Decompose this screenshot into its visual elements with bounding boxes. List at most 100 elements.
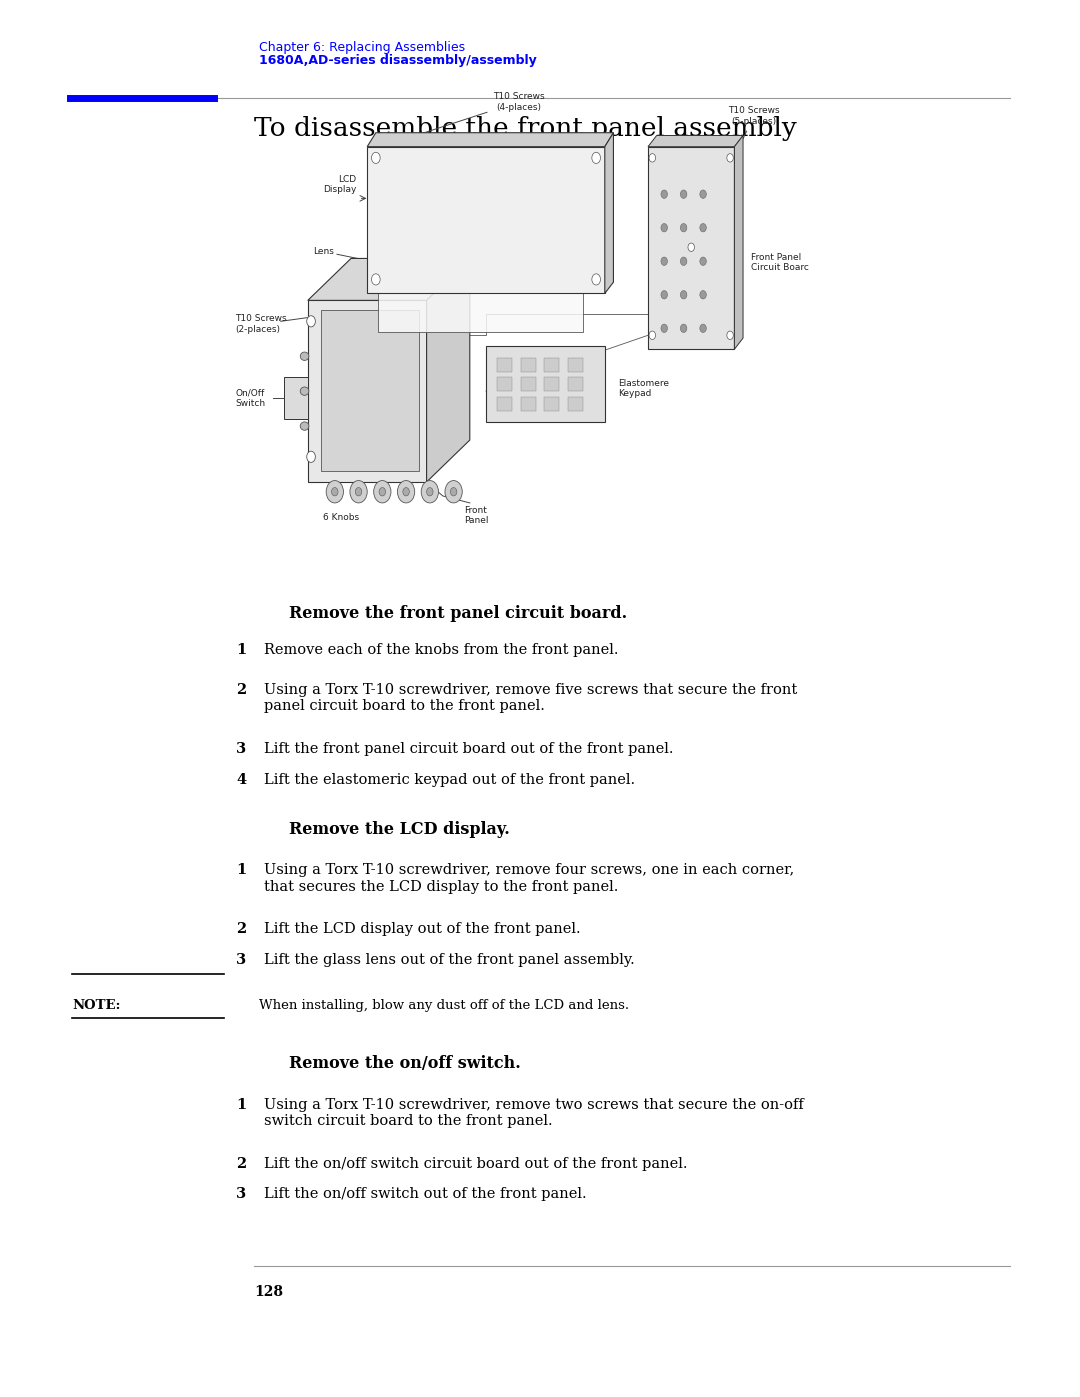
Text: Lens: Lens	[313, 247, 334, 256]
Polygon shape	[734, 136, 743, 349]
Bar	[521, 397, 536, 411]
Polygon shape	[308, 258, 470, 300]
Circle shape	[700, 224, 706, 232]
Circle shape	[680, 190, 687, 198]
Text: 3: 3	[237, 1187, 246, 1201]
Text: 1680A,AD-series disassembly/assembly: 1680A,AD-series disassembly/assembly	[259, 54, 537, 67]
Text: Remove the front panel circuit board.: Remove the front panel circuit board.	[289, 605, 627, 622]
Circle shape	[661, 324, 667, 332]
Ellipse shape	[300, 422, 309, 430]
Circle shape	[688, 243, 694, 251]
Polygon shape	[367, 147, 605, 293]
Text: Front Panel
Circuit Boarc: Front Panel Circuit Boarc	[751, 253, 809, 272]
Circle shape	[450, 488, 457, 496]
Text: 6 Knobs: 6 Knobs	[323, 513, 360, 521]
Circle shape	[427, 488, 433, 496]
Polygon shape	[648, 147, 734, 349]
Text: Remove each of the knobs from the front panel.: Remove each of the knobs from the front …	[264, 643, 618, 657]
Circle shape	[661, 190, 667, 198]
Ellipse shape	[300, 387, 309, 395]
Polygon shape	[367, 133, 613, 147]
Text: 1: 1	[237, 643, 246, 657]
Circle shape	[350, 481, 367, 503]
Text: T10 Screws
(2-places): T10 Screws (2-places)	[235, 314, 287, 334]
Text: LCD
Display: LCD Display	[323, 175, 356, 194]
Bar	[544, 358, 559, 372]
Bar	[497, 358, 512, 372]
Circle shape	[372, 274, 380, 285]
Text: Lift the front panel circuit board out of the front panel.: Lift the front panel circuit board out o…	[264, 742, 673, 756]
Circle shape	[403, 488, 409, 496]
Circle shape	[307, 316, 315, 327]
Text: 1: 1	[237, 863, 246, 877]
Circle shape	[727, 154, 733, 162]
Circle shape	[661, 291, 667, 299]
Text: Remove the on/off switch.: Remove the on/off switch.	[289, 1055, 522, 1071]
Text: 128: 128	[254, 1285, 283, 1299]
Text: Using a Torx T-10 screwdriver, remove four screws, one in each corner,
that secu: Using a Torx T-10 screwdriver, remove fo…	[264, 863, 794, 894]
Text: On/Off
Switch: On/Off Switch	[235, 388, 266, 408]
Text: T10 Screws
(4-places): T10 Screws (4-places)	[397, 92, 544, 142]
Bar	[544, 397, 559, 411]
Circle shape	[355, 488, 362, 496]
Circle shape	[700, 324, 706, 332]
Circle shape	[307, 451, 315, 462]
Text: 2: 2	[237, 683, 246, 697]
Text: 3: 3	[237, 742, 246, 756]
Circle shape	[374, 481, 391, 503]
Text: Lift the glass lens out of the front panel assembly.: Lift the glass lens out of the front pan…	[264, 953, 634, 967]
Circle shape	[727, 331, 733, 339]
Text: 1: 1	[237, 1098, 246, 1112]
Text: Elastomere
Keypad: Elastomere Keypad	[618, 379, 669, 398]
Text: T10 Screws
(5-places): T10 Screws (5-places)	[692, 106, 780, 244]
Circle shape	[592, 274, 600, 285]
Text: Using a Torx T-10 screwdriver, remove two screws that secure the on-off
switch c: Using a Torx T-10 screwdriver, remove tw…	[264, 1098, 804, 1129]
Circle shape	[680, 324, 687, 332]
Text: 4: 4	[237, 773, 246, 787]
Circle shape	[397, 481, 415, 503]
Circle shape	[700, 257, 706, 265]
Circle shape	[649, 331, 656, 339]
Circle shape	[661, 224, 667, 232]
Circle shape	[592, 152, 600, 163]
Text: Using a Torx T-10 screwdriver, remove five screws that secure the front
panel ci: Using a Torx T-10 screwdriver, remove fi…	[264, 683, 797, 714]
Bar	[544, 377, 559, 391]
Bar	[497, 377, 512, 391]
Text: NOTE:: NOTE:	[72, 999, 121, 1011]
Polygon shape	[648, 136, 743, 147]
Bar	[521, 358, 536, 372]
Bar	[568, 358, 583, 372]
Polygon shape	[427, 258, 470, 482]
Bar	[497, 397, 512, 411]
Circle shape	[661, 257, 667, 265]
Polygon shape	[308, 300, 427, 482]
Circle shape	[332, 488, 338, 496]
Circle shape	[680, 224, 687, 232]
Text: 2: 2	[237, 922, 246, 936]
Text: 3: 3	[237, 953, 246, 967]
Polygon shape	[321, 310, 419, 471]
Circle shape	[680, 257, 687, 265]
Circle shape	[372, 152, 380, 163]
Text: Lift the on/off switch out of the front panel.: Lift the on/off switch out of the front …	[264, 1187, 586, 1201]
Circle shape	[680, 291, 687, 299]
Text: Front
Panel: Front Panel	[464, 506, 489, 525]
Bar	[568, 377, 583, 391]
Bar	[521, 377, 536, 391]
Text: Chapter 6: Replacing Assemblies: Chapter 6: Replacing Assemblies	[259, 41, 465, 53]
Circle shape	[700, 291, 706, 299]
Polygon shape	[284, 377, 308, 419]
Text: To disassemble the front panel assembly: To disassemble the front panel assembly	[254, 116, 797, 141]
Text: Lift the on/off switch circuit board out of the front panel.: Lift the on/off switch circuit board out…	[264, 1157, 687, 1171]
Polygon shape	[486, 346, 605, 422]
Circle shape	[379, 488, 386, 496]
Circle shape	[421, 481, 438, 503]
Bar	[568, 397, 583, 411]
Text: Lift the LCD display out of the front panel.: Lift the LCD display out of the front pa…	[264, 922, 580, 936]
Text: 2: 2	[237, 1157, 246, 1171]
Circle shape	[649, 154, 656, 162]
Polygon shape	[605, 133, 613, 293]
Circle shape	[445, 481, 462, 503]
Circle shape	[700, 190, 706, 198]
Text: Remove the LCD display.: Remove the LCD display.	[289, 821, 510, 838]
